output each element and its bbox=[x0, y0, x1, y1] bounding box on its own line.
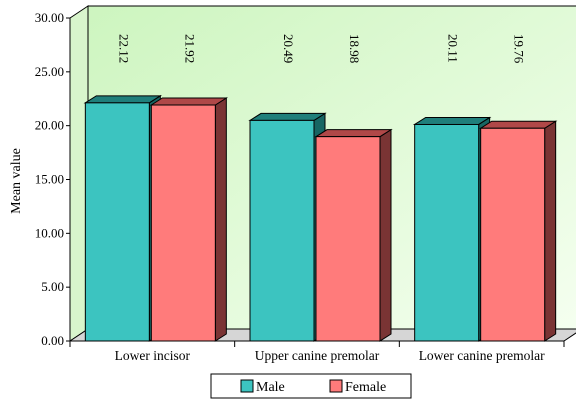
bar-side-face bbox=[379, 128, 392, 342]
x-category-label: Upper canine premolar bbox=[255, 348, 380, 363]
y-tick-label: 15.00 bbox=[35, 172, 64, 187]
bar-male bbox=[412, 116, 492, 342]
data-label-female: 19.76 bbox=[512, 34, 527, 64]
legend-swatch-female bbox=[329, 379, 343, 393]
bar-female bbox=[478, 120, 558, 342]
bar-female bbox=[149, 97, 229, 342]
y-tick-label: 30.00 bbox=[35, 10, 64, 25]
bar-front-face bbox=[150, 104, 216, 342]
bar-female bbox=[314, 128, 393, 342]
legend-swatch-male bbox=[240, 379, 254, 393]
bar-top-face bbox=[314, 129, 393, 138]
bar-front-face bbox=[84, 102, 150, 342]
bar-male bbox=[83, 94, 163, 342]
bar-front-face bbox=[249, 119, 315, 342]
data-label-male: 22.12 bbox=[116, 34, 131, 63]
y-tick-label: 25.00 bbox=[35, 64, 64, 79]
bar-front-face bbox=[480, 127, 546, 342]
bar-top-face bbox=[248, 112, 327, 121]
legend-label-female: Female bbox=[345, 380, 386, 395]
x-axis: Lower incisor Upper canine premolar Lower … bbox=[69, 340, 565, 363]
bar-front-face bbox=[315, 136, 381, 342]
bars-group bbox=[83, 94, 558, 342]
data-label-female: 21.92 bbox=[182, 34, 197, 63]
y-tick-label: 0.00 bbox=[41, 333, 64, 348]
data-label-male: 20.49 bbox=[281, 34, 296, 63]
data-label-female: 18.98 bbox=[347, 34, 362, 63]
x-category-label: Lower canine premolar bbox=[419, 348, 545, 363]
y-axis-title: Mean value bbox=[9, 148, 24, 214]
bar-front-face bbox=[414, 123, 480, 342]
bar-male bbox=[248, 112, 327, 342]
legend: Male Female bbox=[210, 373, 412, 399]
y-tick-label: 20.00 bbox=[35, 118, 64, 133]
bar-top-face bbox=[149, 97, 229, 106]
bar-top-face bbox=[478, 120, 558, 129]
bar-side-face bbox=[214, 97, 227, 342]
bar-top-face bbox=[83, 95, 163, 104]
bar-top-face bbox=[412, 116, 492, 125]
y-axis: 0.00 5.00 10.00 15.00 20.00 25.00 30.00 bbox=[35, 10, 71, 348]
data-label-male: 20.11 bbox=[446, 34, 461, 63]
y-tick-label: 10.00 bbox=[35, 225, 64, 240]
bar-side-face bbox=[544, 120, 557, 342]
x-category-label: Lower incisor bbox=[115, 348, 191, 363]
data-labels-group: 22.12 21.92 20.49 18.98 20.11 19.76 bbox=[116, 34, 526, 64]
legend-label-male: Male bbox=[256, 380, 285, 395]
y-tick-label: 5.00 bbox=[41, 279, 64, 294]
